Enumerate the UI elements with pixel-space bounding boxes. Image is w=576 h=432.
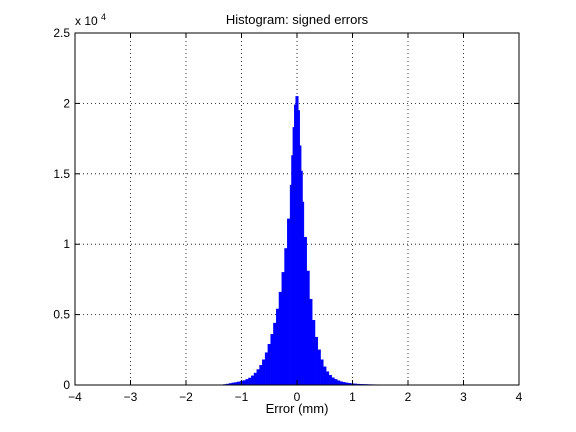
y-tick-label: 1 [63,237,70,251]
x-tick-label: −3 [124,390,138,404]
y-axis-multiplier: x 10 4 [75,12,106,28]
y-tick-label: 2.5 [53,26,70,40]
y-multiplier-exponent: 4 [101,12,106,22]
x-tick-label: −1 [235,390,249,404]
chart-title: Histogram: signed errors [226,12,369,27]
x-tick-label: 0 [294,390,301,404]
histogram-bar [317,349,321,386]
histogram-bar [278,291,282,386]
x-tick-label: 4 [516,390,523,404]
histogram-bar [331,377,335,386]
histogram-bar [248,377,252,386]
histogram-bar [267,343,271,386]
histogram-bar [273,322,277,386]
histogram-bar [337,380,341,386]
y-tick-label: 2 [63,96,70,110]
histogram-bar [242,380,246,386]
y-tick-label: 0.5 [53,308,70,322]
histogram-bar [262,359,266,386]
histogram-bar [323,366,327,386]
x-tick-label: −4 [68,390,82,404]
histogram-bar [245,379,249,386]
histogram-bar [334,379,338,386]
histogram-bar [339,381,343,386]
y-tick-label: 1.5 [53,167,70,181]
histogram-bar [264,352,269,386]
x-axis-label: Error (mm) [266,401,329,416]
y-multiplier-base: x 10 [75,14,98,28]
histogram-bar [259,365,263,386]
x-tick-label: 2 [405,390,412,404]
histogram-bar [325,371,330,386]
histogram-bar [328,374,332,386]
histogram-bar [284,248,288,386]
histogram-bar [320,359,324,386]
histogram-bar [251,375,255,386]
histogram-bar [303,236,307,386]
y-tick-label: 0 [63,378,70,392]
histogram-bar [300,201,305,386]
axis-ticks: −4 −3 −2 −1 0 1 2 3 4 0 0.5 1 1.5 2 2.5 [53,26,522,404]
x-tick-label: −2 [179,390,193,404]
histogram-bar [314,336,319,386]
histogram-bar [306,270,310,386]
histogram-bar [309,298,313,386]
histogram-bars [223,96,388,386]
histogram-bar [287,218,291,386]
histogram-bar [281,272,285,386]
histogram-bar [312,320,316,386]
histogram-bar [253,372,257,386]
x-tick-label: 3 [460,390,467,404]
histogram-bar [275,308,280,386]
histogram-bar [256,369,260,386]
x-tick-label: 1 [349,390,356,404]
histogram-bar [270,334,274,386]
